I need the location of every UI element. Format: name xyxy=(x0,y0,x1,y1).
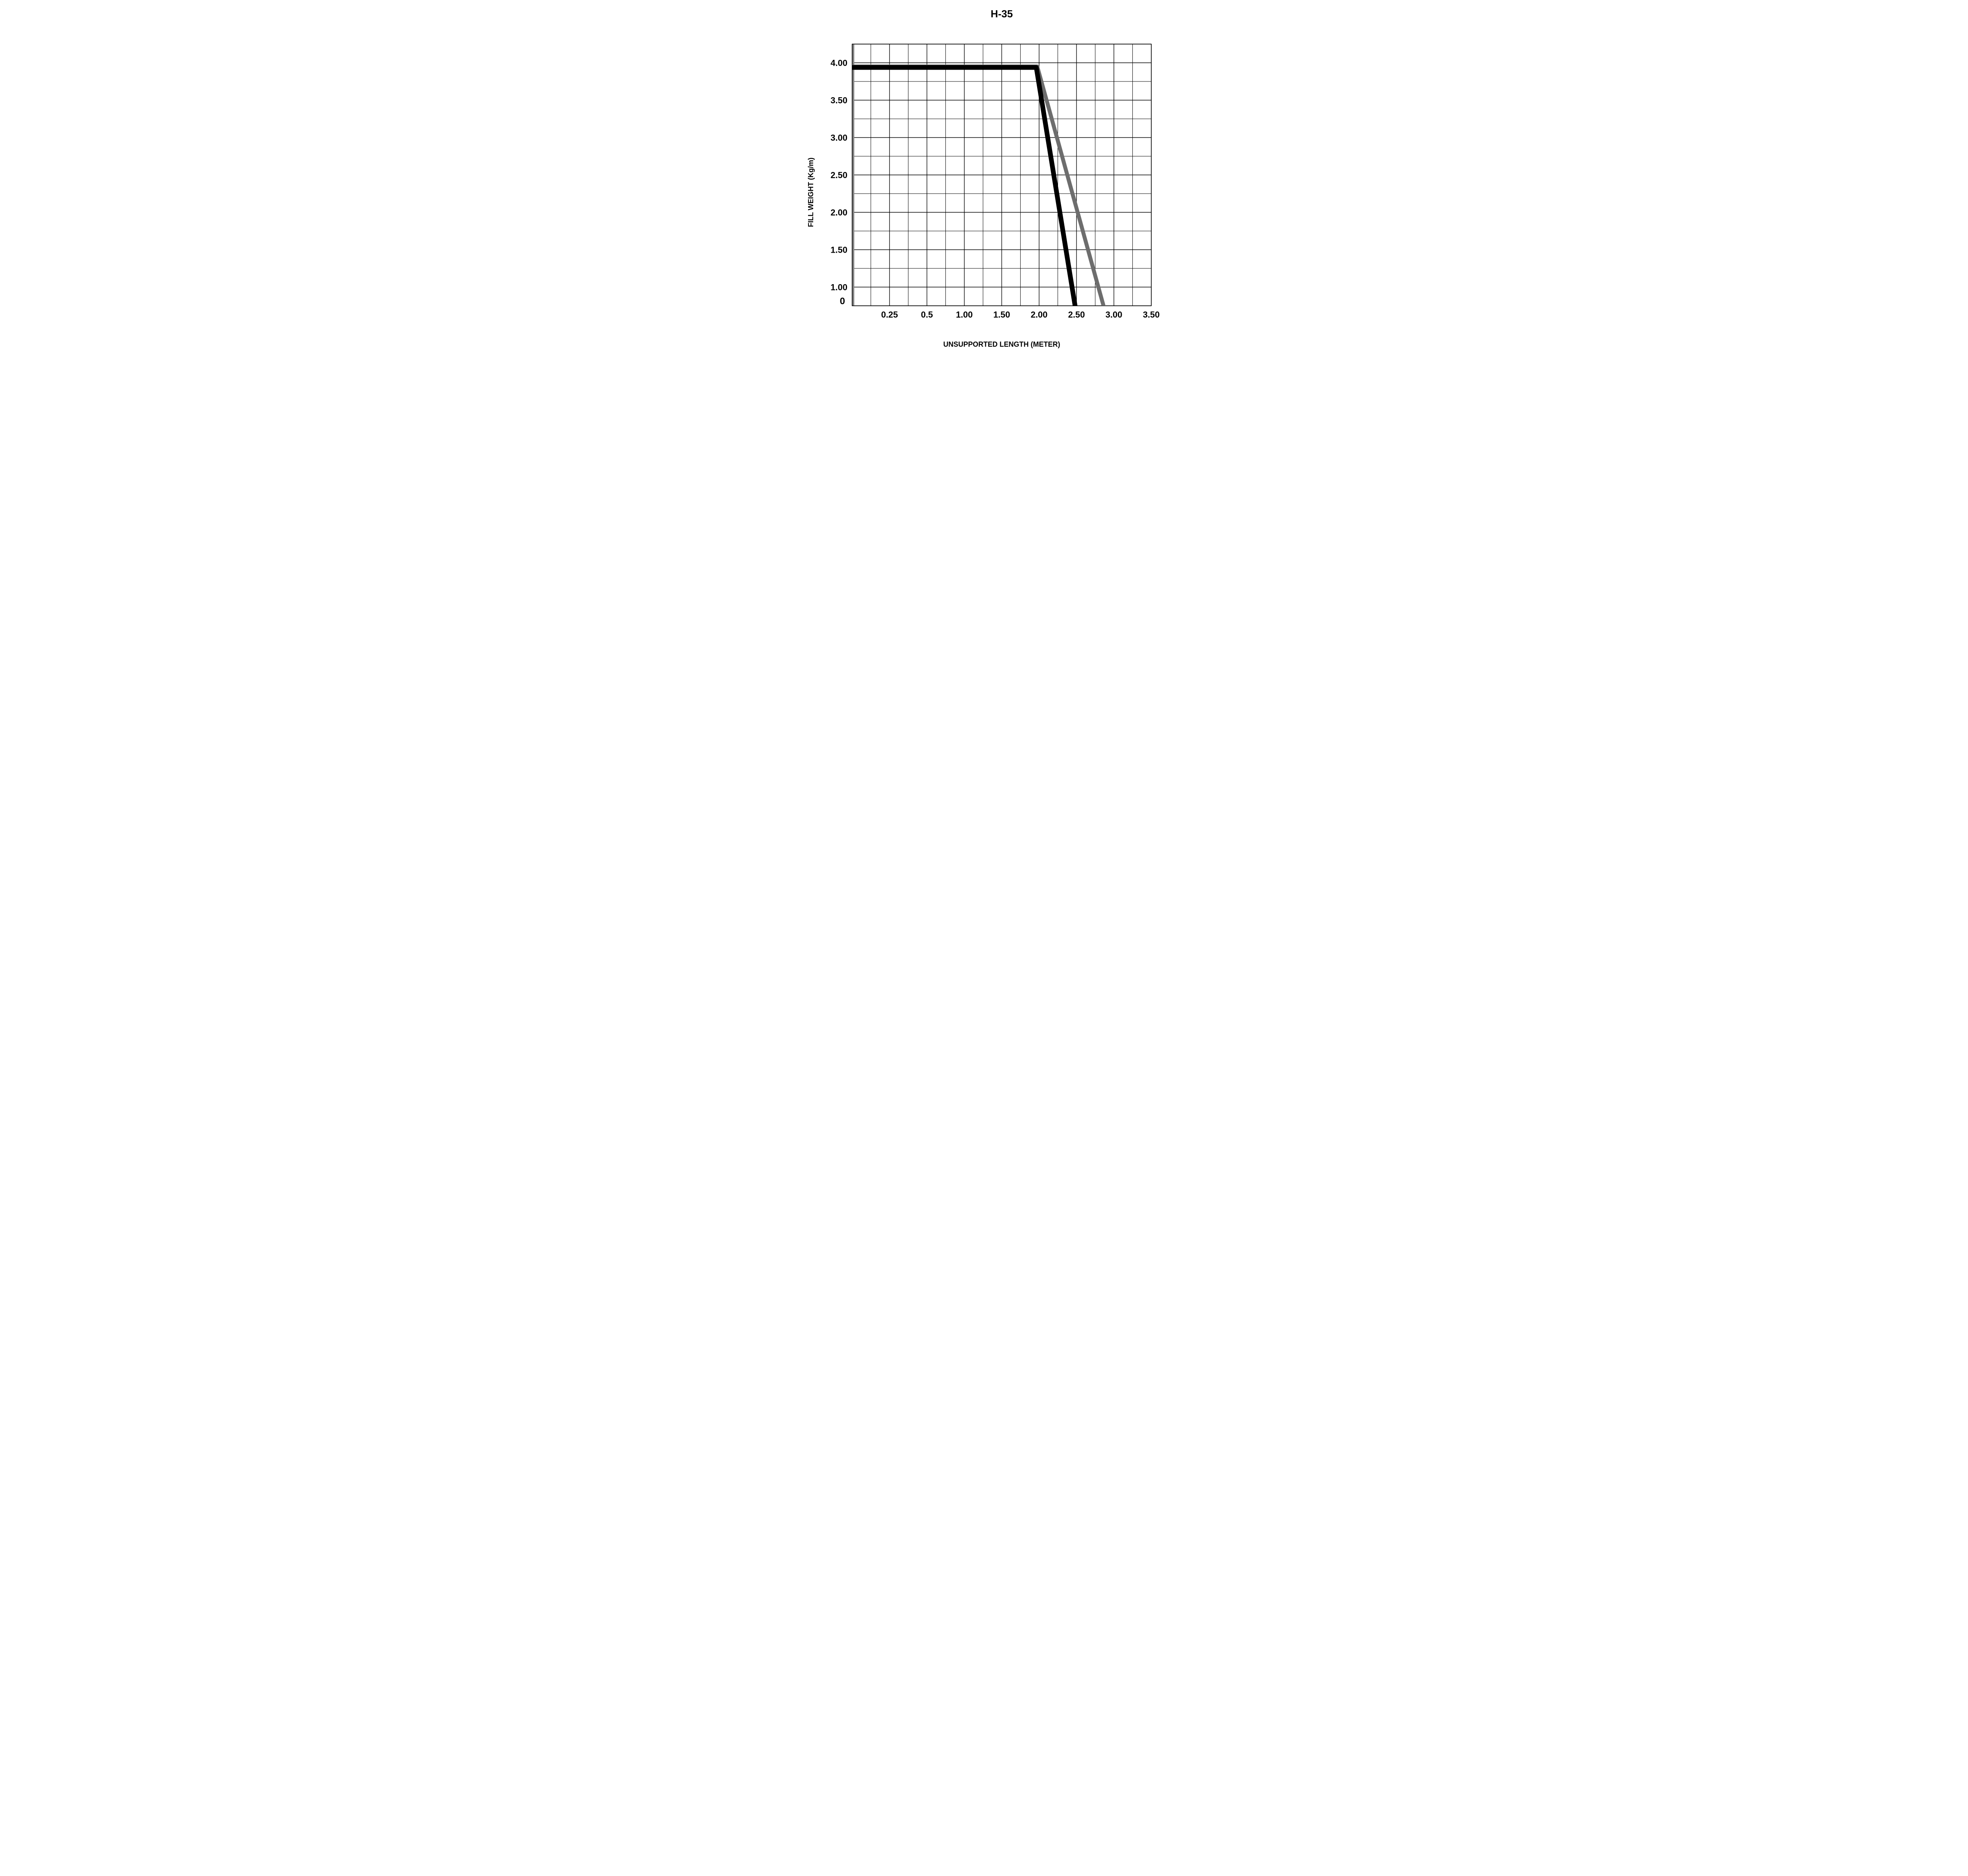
chart-plot: 0.25 0.5 1.00 1.50 2.00 2.50 3.00 3.50 4.00 3.50 3… xyxy=(752,22,1199,329)
x-tick-label: 1.00 xyxy=(956,310,973,320)
chart-container: H-35 FILL WEIGHT (Kg/m) 0.25 0.5 1.00 1.50 2… xyxy=(752,8,1216,349)
y-zero-label: 0 xyxy=(840,296,845,307)
chart-title: H-35 xyxy=(787,8,1216,20)
x-tick-label: 2.00 xyxy=(1031,310,1048,320)
y-tick-label: 3.50 xyxy=(830,96,847,105)
y-axis-label: FILL WEIGHT (Kg/m) xyxy=(807,157,815,227)
y-tick-label: 2.00 xyxy=(830,208,847,218)
y-tick-label: 1.50 xyxy=(830,245,847,255)
x-tick-label: 0.25 xyxy=(881,310,898,320)
y-tick-label: 1.00 xyxy=(830,283,847,292)
x-tick-label: 1.50 xyxy=(993,310,1010,320)
x-tick-label: 0.5 xyxy=(921,310,933,320)
x-tick-label: 3.50 xyxy=(1143,310,1160,320)
y-tick-label: 2.50 xyxy=(830,170,847,180)
y-tick-label: 3.00 xyxy=(830,133,847,143)
x-tick-label: 2.50 xyxy=(1068,310,1085,320)
x-tick-label: 3.00 xyxy=(1106,310,1123,320)
x-axis-label: UNSUPPORTED LENGTH (METER) xyxy=(787,340,1216,349)
y-tick-label: 4.00 xyxy=(830,58,847,68)
